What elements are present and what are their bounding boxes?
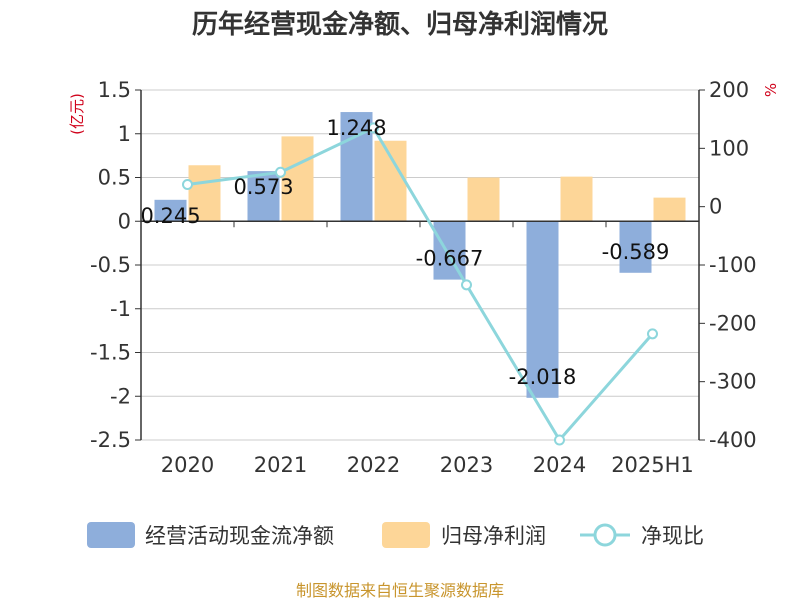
left-tick-label: 1 [118, 122, 131, 146]
left-axis-unit: (亿元) [68, 93, 86, 135]
left-tick-label: 0.5 [98, 166, 131, 190]
right-axis: 200 100 0 -100 -200 -300 -400 [698, 78, 757, 452]
cashflow-data-label: 1.248 [326, 116, 386, 140]
legend-swatch-profit [382, 522, 430, 548]
legend-marker-ratio [593, 523, 617, 547]
cashflow-data-label: -0.667 [416, 247, 484, 271]
right-axis-unit: % [762, 83, 780, 97]
right-tick-label: 200 [709, 78, 749, 102]
cashflow-data-label: -0.589 [602, 240, 670, 264]
legend: 经营活动现金流净额 归母净利润 净现比 [87, 522, 704, 548]
left-tick-label: -2 [110, 384, 131, 408]
left-tick-label: -1.5 [90, 341, 131, 365]
right-tick-label: 100 [709, 136, 749, 160]
ratio-point [647, 328, 658, 340]
x-tick-label: 2023 [440, 453, 493, 477]
ratio-line [182, 122, 658, 446]
right-tick-label: -200 [709, 311, 757, 335]
right-tick-label: -100 [709, 253, 757, 277]
cashflow-bar [619, 221, 652, 273]
x-axis: 2020 2021 2022 2023 2024 2025H1 [140, 220, 700, 477]
left-tick-label: -2.5 [90, 428, 131, 452]
right-tick-label: 0 [709, 195, 722, 219]
legend-label-profit: 归母净利润 [441, 524, 546, 548]
data-labels: 0.245 0.573 1.248 -0.667 -2.018 -0.589 [140, 116, 669, 389]
profit-bar [560, 176, 593, 222]
legend-label-cashflow: 经营活动现金流净额 [145, 524, 334, 548]
cashflow-bar [154, 199, 187, 222]
left-axis: 1.5 1 0.5 0 -0.5 -1 -1.5 -2 -2.5 [90, 78, 142, 452]
ratio-point [182, 179, 193, 190]
ratio-line-path [187, 125, 654, 443]
cashflow-bar [433, 221, 466, 280]
left-tick-label: 1.5 [98, 78, 131, 102]
left-tick-label: -1 [110, 297, 131, 321]
legend-swatch-cashflow [87, 522, 135, 548]
source-note: 制图数据来自恒生聚源数据库 [296, 581, 504, 600]
x-tick-label: 2022 [347, 453, 400, 477]
profit-bar [281, 136, 314, 222]
x-tick-label: 2025H1 [611, 453, 694, 477]
ratio-point [554, 434, 565, 446]
cashflow-data-label: -2.018 [509, 365, 577, 389]
right-tick-label: -400 [709, 428, 757, 452]
profit-bar [188, 165, 221, 222]
cashflow-bar [526, 221, 559, 398]
left-tick-label: 0 [118, 209, 131, 233]
legend-label-ratio: 净现比 [641, 524, 704, 548]
ratio-point [275, 166, 286, 178]
x-tick-label: 2024 [533, 453, 586, 477]
cashflow-bar [247, 171, 280, 222]
x-tick-label: 2020 [161, 453, 214, 477]
chart-title: 历年经营现金净额、归母净利润情况 [192, 9, 608, 40]
profit-bar [653, 197, 686, 222]
cashflow-data-label: 0.573 [233, 175, 293, 199]
x-tick-label: 2021 [254, 453, 307, 477]
ratio-point [461, 279, 472, 291]
right-tick-label: -300 [709, 370, 757, 394]
ratio-point [368, 122, 379, 134]
left-tick-label: -0.5 [90, 253, 131, 277]
profit-bar [467, 177, 500, 222]
profit-bar [374, 140, 407, 222]
cashflow-data-label: 0.245 [140, 204, 200, 228]
